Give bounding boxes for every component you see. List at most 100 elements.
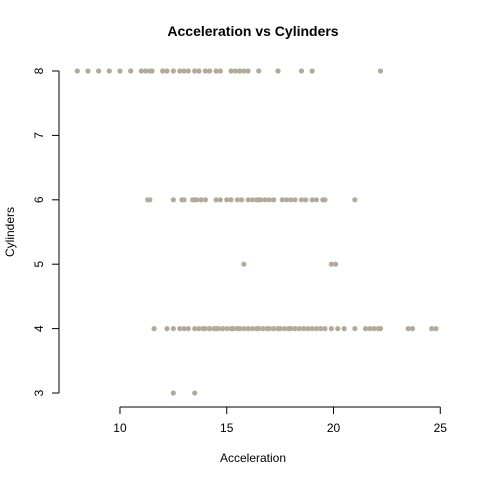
data-point — [333, 261, 339, 267]
y-tick-label: 6 — [32, 196, 46, 203]
x-tick-label: 15 — [220, 421, 234, 435]
data-point — [117, 68, 123, 74]
data-point — [213, 197, 219, 203]
data-point — [170, 390, 176, 396]
data-point — [219, 326, 226, 332]
data-point — [143, 68, 149, 74]
data-point — [234, 197, 241, 203]
data-point — [249, 197, 255, 203]
data-point — [298, 68, 305, 74]
data-point — [241, 261, 247, 267]
data-point — [371, 326, 377, 332]
chart-title: Acceleration vs Cylinders — [167, 23, 338, 39]
data-point — [322, 197, 328, 203]
data-point — [405, 326, 411, 332]
data-point — [275, 68, 281, 74]
data-point — [309, 197, 315, 203]
data-point — [236, 68, 243, 74]
data-point — [213, 68, 219, 74]
data-point — [241, 68, 247, 74]
data-point — [279, 197, 285, 203]
data-point — [377, 68, 384, 74]
data-point — [217, 68, 223, 74]
points-layer — [74, 68, 439, 396]
data-point — [335, 326, 341, 332]
data-point — [352, 197, 358, 203]
data-point — [74, 68, 80, 74]
data-point — [151, 326, 157, 332]
y-axis: 3 4 5 6 7 8 — [32, 67, 60, 396]
x-tick-label: 25 — [434, 421, 448, 435]
data-point — [177, 68, 183, 74]
data-point — [245, 326, 251, 332]
data-point — [96, 68, 102, 74]
data-point — [106, 68, 112, 74]
y-tick-label: 7 — [32, 132, 46, 139]
x-tick-label: 20 — [327, 421, 341, 435]
data-point — [362, 326, 369, 332]
data-point — [224, 326, 230, 332]
data-point — [303, 197, 309, 203]
data-point — [230, 326, 236, 332]
data-point — [322, 326, 328, 332]
data-point — [181, 326, 187, 332]
data-point — [164, 326, 170, 332]
data-point — [271, 197, 277, 203]
data-point — [128, 68, 134, 74]
data-point — [377, 326, 384, 332]
data-point — [433, 326, 439, 332]
data-point — [260, 326, 266, 332]
data-point — [367, 326, 373, 332]
data-point — [292, 197, 298, 203]
data-point — [198, 197, 204, 203]
data-point — [164, 68, 170, 74]
data-point — [245, 68, 251, 74]
data-point — [170, 68, 176, 74]
data-point — [266, 197, 273, 203]
data-point — [245, 197, 251, 203]
data-point — [305, 326, 311, 332]
data-point — [288, 197, 294, 203]
data-point — [288, 326, 294, 332]
data-point — [196, 326, 202, 332]
data-point — [266, 326, 273, 332]
data-point — [277, 326, 283, 332]
data-point — [409, 326, 416, 332]
data-point — [202, 68, 208, 74]
data-point — [149, 68, 155, 74]
data-point — [181, 197, 187, 203]
data-point — [224, 197, 230, 203]
data-point — [256, 68, 262, 74]
data-point — [256, 326, 262, 332]
data-point — [352, 326, 358, 332]
data-point — [301, 326, 307, 332]
data-point — [239, 197, 245, 203]
x-axis-title: Acceleration — [220, 451, 286, 465]
data-point — [271, 326, 277, 332]
data-point — [262, 197, 268, 203]
data-point — [281, 326, 287, 332]
data-point — [192, 326, 198, 332]
data-point — [217, 197, 223, 203]
data-point — [194, 197, 200, 203]
data-point — [192, 390, 198, 396]
data-point — [309, 68, 315, 74]
y-tick-label: 3 — [32, 389, 46, 396]
data-point — [258, 197, 264, 203]
data-point — [170, 326, 176, 332]
data-point — [228, 68, 234, 74]
data-point — [228, 197, 234, 203]
data-point — [202, 197, 208, 203]
data-point — [160, 68, 166, 74]
data-point — [207, 326, 213, 332]
data-point — [196, 68, 202, 74]
data-point — [138, 68, 144, 74]
data-point — [232, 68, 238, 74]
data-point — [298, 197, 305, 203]
data-point — [429, 326, 435, 332]
x-tick-label: 10 — [113, 421, 127, 435]
data-point — [170, 197, 176, 203]
data-point — [202, 326, 208, 332]
